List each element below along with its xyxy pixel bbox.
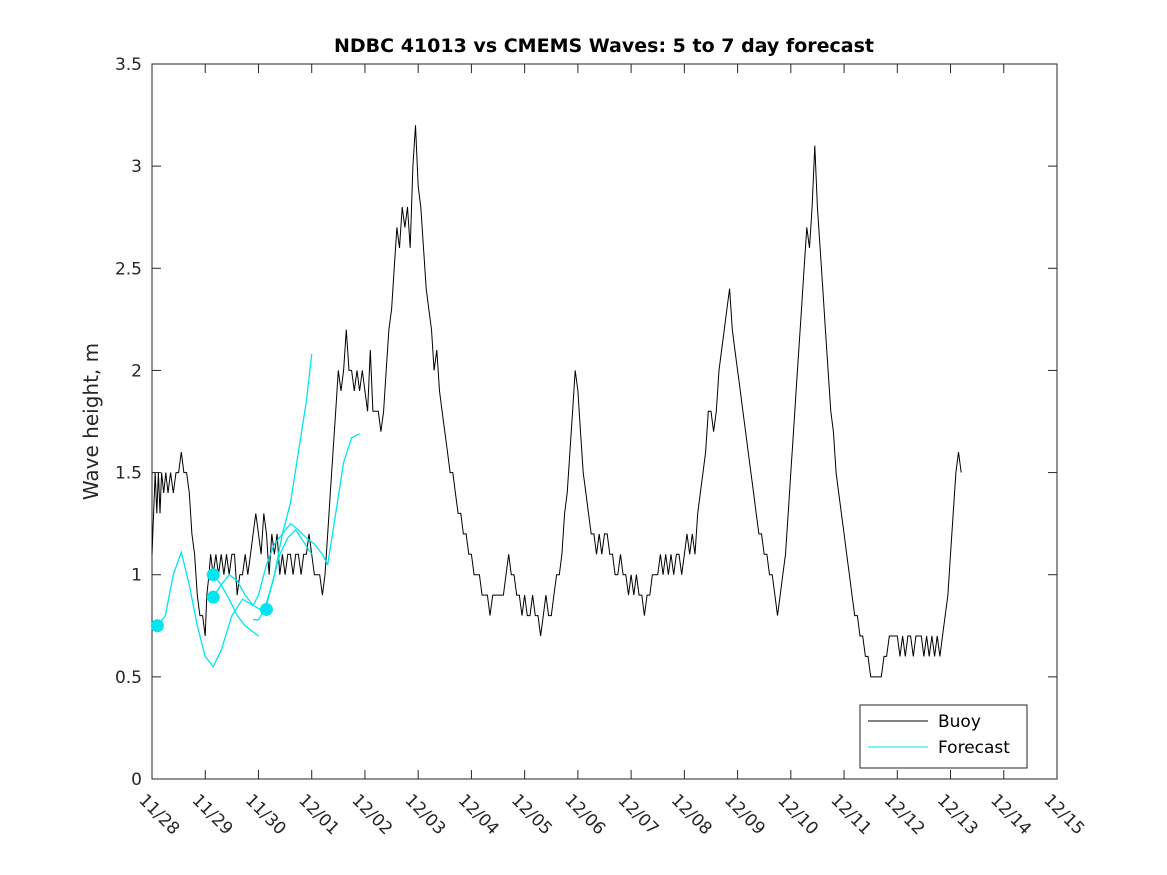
y-tick-label: 1 <box>131 566 142 586</box>
y-tick-label: 2 <box>131 361 142 381</box>
forecast-start-marker <box>150 619 164 633</box>
forecast-start-marker <box>206 568 220 582</box>
forecast-series-line <box>156 433 360 668</box>
y-tick-label: 3 <box>131 157 142 177</box>
chart-title: NDBC 41013 vs CMEMS Waves: 5 to 7 day fo… <box>334 35 874 57</box>
plot-area <box>151 63 1058 780</box>
y-tick-label: 0 <box>131 770 142 790</box>
y-axis-ticks: 0 0.5 1 1.5 2 2.5 3 3.5 <box>115 55 1057 790</box>
y-tick-label: 2.5 <box>115 259 142 279</box>
series-layer <box>150 125 962 678</box>
buoy-series-line <box>151 125 962 678</box>
y-tick-label: 1.5 <box>115 464 142 484</box>
y-tick-label: 0.5 <box>115 668 142 688</box>
y-axis-label: Wave height, m <box>79 343 103 500</box>
legend-label-forecast: Forecast <box>938 738 1010 758</box>
forecast-start-marker <box>259 602 273 616</box>
legend-box <box>859 704 1028 769</box>
forecast-start-marker <box>206 590 220 604</box>
y-tick-label: 3.5 <box>115 55 142 75</box>
legend: Buoy Forecast <box>859 704 1028 769</box>
legend-label-buoy: Buoy <box>938 712 981 732</box>
forecast-series-line <box>253 354 313 621</box>
